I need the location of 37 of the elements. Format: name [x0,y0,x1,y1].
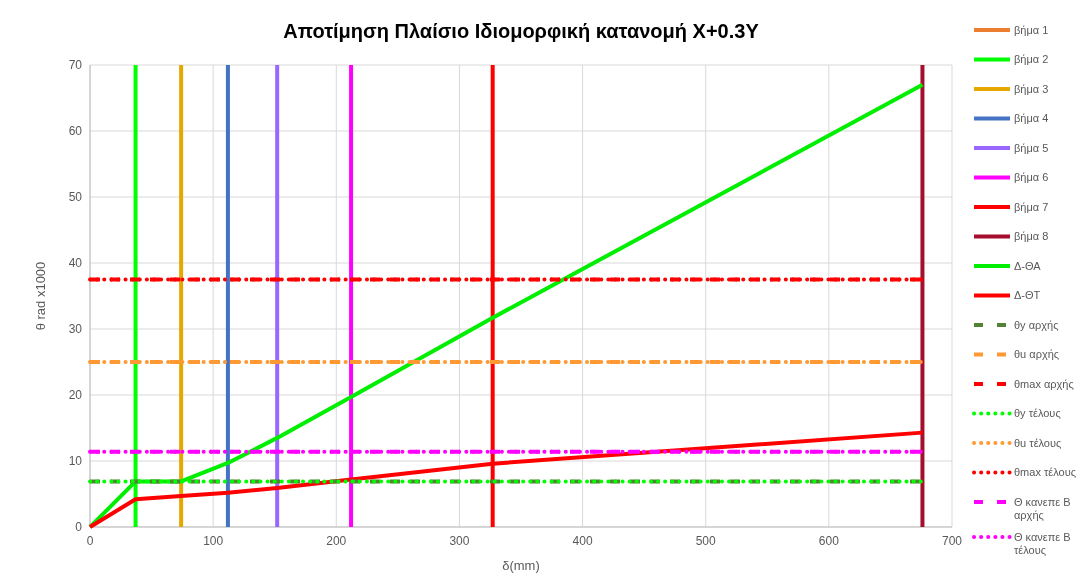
legend-label: Θ κανεπε Β τέλους [1014,530,1071,557]
legend-label: βήμα 1 [1014,23,1049,36]
y-tick-label: 30 [68,322,83,337]
chart-title: Αποτίμηση Πλαίσιο Ιδιομορφική κατανομή X+0.3Y [283,20,760,42]
legend-label: θu αρχής [1014,348,1060,361]
y-tick-label: 50 [68,190,83,205]
legend-label: βήμα 5 [1014,141,1049,154]
x-axis-title: δ(mm) [502,558,540,573]
x-tick-label: 400 [572,534,593,548]
y-tick-label: 10 [68,454,83,469]
legend-label: βήμα 6 [1014,171,1049,184]
legend-label: θy τέλους [1014,407,1061,420]
x-tick-label: 600 [818,534,840,548]
legend-label: Θ κανεπε Β αρχής [1014,495,1071,522]
legend-label: βήμα 2 [1014,53,1049,66]
y-tick-label: 60 [68,124,83,139]
x-tick-label: 0 [86,534,94,548]
x-tick-label: 300 [449,534,470,548]
legend-label: θy αρχής [1014,318,1059,331]
legend-label: θu τέλους [1014,436,1062,449]
legend-label: θmax τέλους [1014,466,1076,479]
legend-label: βήμα 7 [1014,200,1049,213]
y-tick-label: 70 [68,58,83,73]
y-tick-label: 40 [68,256,83,271]
y-tick-label: 20 [68,388,83,403]
x-tick-label: 100 [203,534,224,548]
legend-label: βήμα 8 [1014,230,1049,243]
y-tick-label: 0 [75,520,83,535]
x-tick-label: 500 [695,534,717,548]
legend-label: Δ-ΘΤ [1014,289,1041,302]
legend-label: βήμα 4 [1014,112,1049,125]
legend-label: βήμα 3 [1014,82,1049,95]
legend-label: θmax αρχής [1014,377,1074,390]
legend-label: Δ-ΘΑ [1014,259,1042,272]
x-tick-label: 200 [326,534,347,548]
x-tick-label: 700 [941,534,963,548]
y-axis-title: θ rad x1000 [33,261,48,331]
